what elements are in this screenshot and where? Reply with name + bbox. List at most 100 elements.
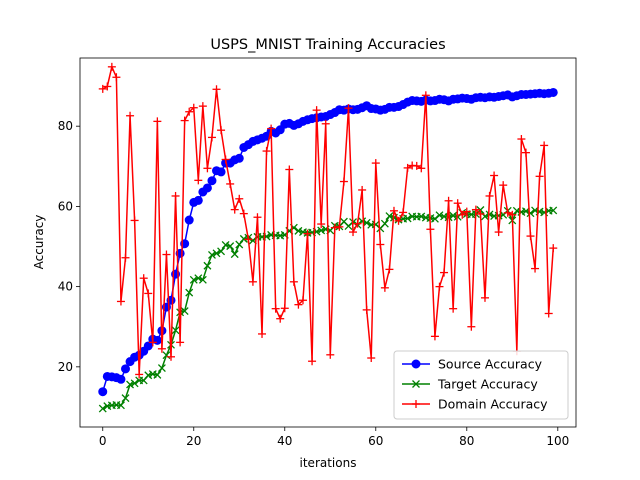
data-point <box>116 374 126 384</box>
data-point <box>385 212 394 220</box>
data-point <box>144 371 153 380</box>
data-point <box>326 350 335 359</box>
data-point <box>462 207 471 216</box>
data-point <box>121 253 130 262</box>
data-point <box>494 228 503 237</box>
data-point <box>116 297 125 306</box>
data-point <box>194 274 203 283</box>
data-point <box>203 261 212 270</box>
x-tick-label: 40 <box>277 434 292 448</box>
data-point <box>98 404 107 413</box>
data-point <box>202 183 212 193</box>
x-tick-label: 100 <box>546 434 569 448</box>
legend-item-domain-accuracy: Domain Accuracy <box>402 397 548 412</box>
data-point <box>403 163 412 172</box>
data-point <box>535 172 544 181</box>
x-tick-label: 60 <box>368 434 383 448</box>
data-point <box>148 338 157 347</box>
data-point <box>317 226 326 235</box>
data-point <box>394 216 403 225</box>
data-point <box>226 179 235 188</box>
data-point <box>180 307 189 316</box>
data-point <box>194 176 203 185</box>
data-point <box>230 250 239 259</box>
data-point <box>185 107 194 116</box>
legend-marker <box>412 380 420 388</box>
data-point <box>485 191 494 200</box>
data-point <box>526 232 535 241</box>
data-point <box>244 235 253 244</box>
legend-item-target-accuracy: Target Accuracy <box>402 377 538 392</box>
legend-box <box>393 350 569 420</box>
data-point <box>207 133 216 142</box>
data-point <box>440 268 449 277</box>
data-point <box>499 181 508 190</box>
data-point <box>235 194 244 203</box>
data-point <box>344 104 353 113</box>
data-point <box>426 225 435 234</box>
plot-frame <box>79 57 577 428</box>
data-point <box>526 209 535 218</box>
data-point <box>335 222 344 231</box>
data-point <box>435 282 444 291</box>
legend-item-source-accuracy: Source Accuracy <box>402 357 543 372</box>
data-point <box>289 277 298 286</box>
data-point <box>226 242 235 251</box>
data-point <box>544 309 553 318</box>
data-point <box>203 164 212 173</box>
series-layer <box>98 62 558 413</box>
legend-label: Domain Accuracy <box>438 397 548 412</box>
data-point <box>549 244 558 253</box>
data-point <box>312 106 321 115</box>
y-tick-label: 80 <box>58 119 73 133</box>
data-point <box>162 250 171 259</box>
data-point <box>444 196 453 205</box>
data-point <box>239 234 248 243</box>
data-point <box>198 102 207 111</box>
data-point <box>103 82 112 91</box>
data-point <box>271 304 280 313</box>
data-point <box>389 206 398 215</box>
y-axis: 20 40 60 80 <box>58 119 80 374</box>
data-point <box>476 210 485 219</box>
data-point <box>180 116 189 125</box>
data-point <box>412 161 421 170</box>
series-domain-accuracy <box>98 62 558 379</box>
x-tick-label: 80 <box>459 434 474 448</box>
x-axis-label: iterations <box>300 456 357 470</box>
data-point <box>531 264 540 273</box>
data-point <box>294 226 303 235</box>
data-point <box>321 119 330 128</box>
data-point <box>367 354 376 363</box>
data-point <box>171 326 180 335</box>
data-point <box>308 357 317 366</box>
data-point <box>471 205 480 214</box>
data-point <box>98 84 107 93</box>
data-point <box>98 387 108 397</box>
legend-label: Source Accuracy <box>438 357 543 372</box>
data-point <box>421 91 430 100</box>
data-point <box>298 296 307 305</box>
data-point <box>221 240 230 249</box>
series-source-accuracy <box>98 87 558 397</box>
data-point <box>139 274 148 283</box>
data-point <box>303 229 312 238</box>
y-tick-label: 40 <box>58 280 73 294</box>
data-point <box>198 275 207 284</box>
data-point <box>193 195 203 205</box>
data-point <box>490 171 499 180</box>
data-point <box>239 209 248 218</box>
data-point <box>234 153 244 163</box>
data-point <box>112 73 121 82</box>
data-point <box>285 165 294 174</box>
data-point <box>167 352 176 361</box>
data-point <box>107 62 116 71</box>
data-point <box>548 87 558 97</box>
data-point <box>135 370 144 379</box>
data-point <box>453 199 462 208</box>
data-point <box>349 228 358 237</box>
x-tick-label: 0 <box>99 434 107 448</box>
data-point <box>121 364 131 374</box>
data-point <box>399 208 408 217</box>
data-point <box>417 164 426 173</box>
